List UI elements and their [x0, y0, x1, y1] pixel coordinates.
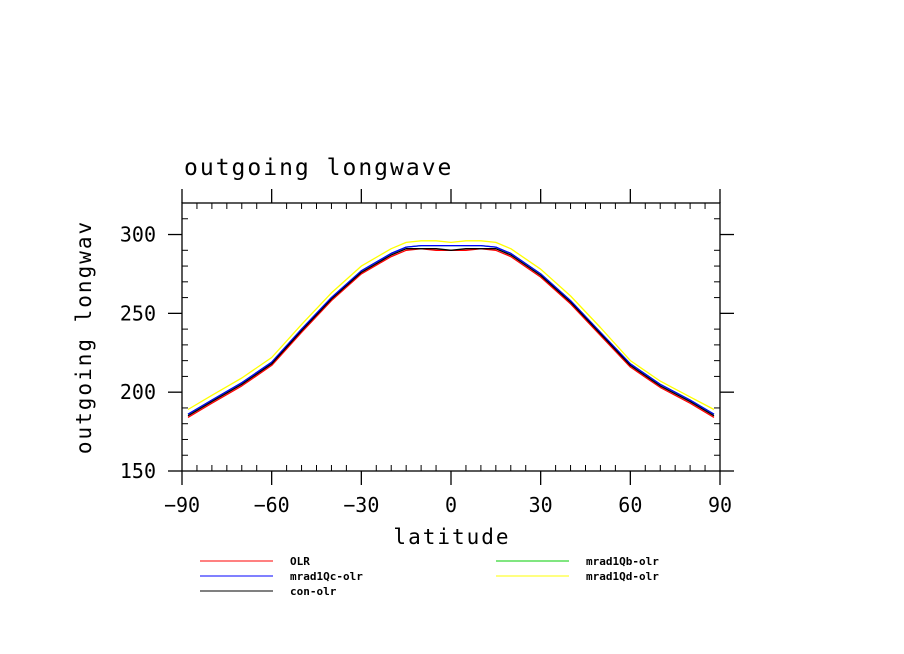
y-axis-label: outgoing longwav: [72, 220, 96, 454]
x-axis-label: latitude: [393, 525, 510, 549]
series-line-olr: [187, 248, 715, 418]
series-lines: [187, 240, 715, 418]
x-tick-label: 30: [529, 493, 553, 517]
legend-label-con-olr: con-olr: [290, 585, 337, 598]
x-major-ticks: [181, 189, 721, 485]
series-line-mrad1qc-olr: [187, 244, 715, 415]
x-tick-label: −30: [343, 493, 379, 517]
x-tick-label: −60: [254, 493, 290, 517]
x-tick-labels: −90 −60 −30 0 30 60 90: [164, 493, 732, 517]
legend-label-mrad1qc-olr: mrad1Qc-olr: [290, 570, 363, 583]
x-minor-ticks: [196, 203, 706, 471]
series-line-mrad1qb-olr: [187, 244, 715, 415]
y-major-ticks: [168, 233, 734, 472]
x-tick-label: −90: [164, 493, 200, 517]
x-tick-label: 60: [618, 493, 642, 517]
legend: OLR mrad1Qb-olr mrad1Qc-olr mrad1Qd-olr con-…: [200, 555, 659, 598]
y-tick-labels: 150 200 250 300: [120, 223, 156, 483]
chart-title: outgoing longwave: [184, 155, 453, 181]
legend-label-mrad1qb-olr: mrad1Qb-olr: [586, 555, 659, 568]
x-tick-label: 90: [708, 493, 732, 517]
y-tick-label: 150: [120, 459, 156, 483]
y-minor-ticks: [182, 202, 720, 456]
x-tick-label: 0: [445, 493, 457, 517]
series-line-con-olr: [187, 248, 715, 417]
y-tick-label: 250: [120, 301, 156, 325]
plot-frame: [181, 202, 721, 472]
series-line-mrad1qd-olr: [187, 240, 715, 411]
y-tick-label: 200: [120, 380, 156, 404]
legend-label-olr: OLR: [290, 555, 310, 568]
y-tick-label: 300: [120, 223, 156, 247]
legend-label-mrad1qd-olr: mrad1Qd-olr: [586, 570, 659, 583]
